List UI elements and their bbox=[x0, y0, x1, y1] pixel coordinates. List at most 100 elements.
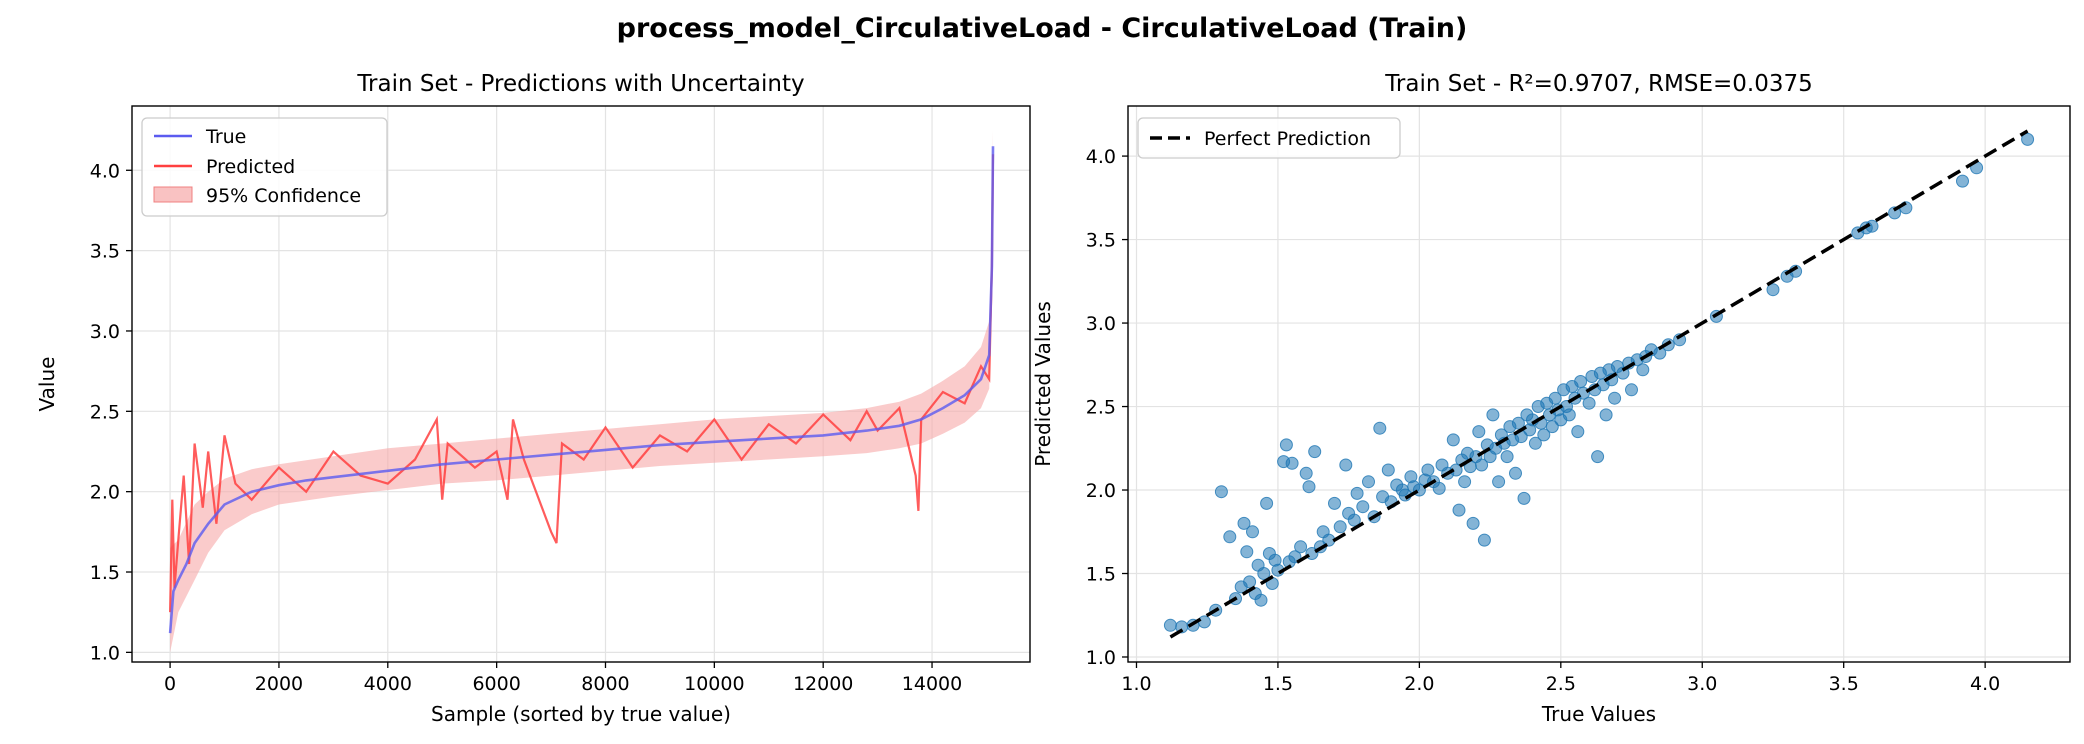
x-tick-label: 10000 bbox=[684, 673, 744, 695]
x-tick-label: 2000 bbox=[255, 673, 303, 695]
scatter-point bbox=[1458, 475, 1472, 489]
scatter-point bbox=[1477, 533, 1491, 547]
figure-title: process_model_CirculativeLoad - Circulat… bbox=[617, 13, 1468, 44]
plot-area bbox=[168, 130, 995, 653]
scatter-point bbox=[1472, 425, 1486, 439]
y-tick-label: 1.0 bbox=[1086, 647, 1116, 669]
axes-frame bbox=[131, 105, 1031, 663]
scatter-point bbox=[1616, 366, 1630, 380]
subplot-title: Train Set - Predictions with Uncertainty bbox=[356, 71, 804, 97]
scatter-point bbox=[1347, 513, 1361, 527]
scatter-point bbox=[1636, 363, 1650, 377]
scatter-point bbox=[1766, 283, 1780, 297]
scatter-point bbox=[2021, 132, 2035, 146]
scatter-point bbox=[1500, 450, 1514, 464]
legend-label-confidence: 95% Confidence bbox=[206, 185, 361, 207]
perfect-prediction-line bbox=[1169, 129, 2029, 639]
scatter-point bbox=[1475, 458, 1489, 472]
y-tick-label: 1.5 bbox=[90, 562, 120, 584]
x-tick-label: 6000 bbox=[472, 673, 520, 695]
x-tick-label: 3.5 bbox=[1829, 673, 1859, 695]
y-tick-label: 1.5 bbox=[1086, 564, 1116, 586]
scatter-point bbox=[1452, 503, 1466, 517]
legend: True Predicted 95% Confidence bbox=[141, 117, 388, 217]
y-tick-label: 2.5 bbox=[90, 401, 120, 423]
scatter-point bbox=[1285, 456, 1299, 470]
subplot-title: Train Set - R²=0.9707, RMSE=0.0375 bbox=[1384, 71, 1812, 97]
scatter-point bbox=[1214, 485, 1228, 499]
scatter-point bbox=[1302, 480, 1316, 494]
x-tick-label: 4.0 bbox=[1970, 673, 2000, 695]
scatter-point bbox=[1350, 486, 1364, 500]
y-tick-label: 3.0 bbox=[90, 321, 120, 343]
scatter-point bbox=[1571, 425, 1585, 439]
scatter-point bbox=[1197, 615, 1211, 629]
scatter-point bbox=[1466, 516, 1480, 530]
x-tick-label: 0 bbox=[164, 673, 176, 695]
scatter-point bbox=[1339, 458, 1353, 472]
scatter-point bbox=[1381, 463, 1395, 477]
scatter-point bbox=[1599, 408, 1613, 422]
plot-area bbox=[1163, 129, 2035, 639]
scatter-point bbox=[1243, 575, 1257, 589]
y-tick-label: 3.5 bbox=[90, 241, 120, 263]
scatter-point bbox=[1299, 466, 1313, 480]
scatter-point bbox=[1373, 421, 1387, 435]
y-tick-label: 2.0 bbox=[1086, 480, 1116, 502]
scatter-point bbox=[1246, 525, 1259, 539]
scatter-point bbox=[1511, 416, 1525, 430]
scatter-point bbox=[1517, 491, 1531, 505]
x-tick-label: 4000 bbox=[364, 673, 412, 695]
legend-box bbox=[141, 117, 388, 217]
scatter-point bbox=[1294, 540, 1308, 554]
axes-frame bbox=[1127, 105, 2071, 663]
x-tick-label: 2.5 bbox=[1546, 673, 1576, 695]
scatter-point bbox=[1582, 396, 1596, 410]
scatter-point bbox=[1163, 618, 1177, 632]
scatter-point bbox=[1421, 463, 1435, 477]
scatter-point bbox=[1562, 408, 1576, 422]
scatter-point bbox=[1888, 206, 1902, 220]
scatter-point bbox=[1486, 408, 1500, 422]
y-tick-label: 4.0 bbox=[1086, 146, 1116, 168]
y-tick-label: 3.0 bbox=[1086, 313, 1116, 335]
scatter-point bbox=[1625, 383, 1638, 397]
scatter-point bbox=[1308, 445, 1322, 459]
series-true-line bbox=[168, 146, 995, 634]
scatter-point bbox=[1492, 475, 1506, 489]
scatter-point bbox=[1509, 466, 1522, 480]
scatter-point bbox=[1260, 496, 1274, 510]
x-tick-label: 8000 bbox=[581, 673, 629, 695]
scatter-point bbox=[1545, 420, 1559, 434]
scatter-point bbox=[1608, 391, 1622, 405]
scatter-point bbox=[1537, 428, 1551, 442]
legend-label-true: True bbox=[205, 126, 246, 148]
scatter-point bbox=[1528, 436, 1542, 450]
y-tick-label: 3.5 bbox=[1086, 230, 1116, 252]
scatter-point bbox=[1574, 375, 1588, 388]
chart-panel-1: 0 2000 4000 6000 8000 10000 12000 14000 1.0 1.5 2.… bbox=[35, 71, 1031, 726]
scatter-point bbox=[1237, 516, 1251, 530]
legend-swatch-confidence bbox=[153, 186, 193, 203]
series-predicted-line bbox=[169, 154, 995, 613]
legend: Perfect Prediction bbox=[1137, 117, 1401, 159]
scatter-point bbox=[1591, 450, 1605, 464]
y-tick-label: 4.0 bbox=[90, 160, 120, 182]
y-axis-label: Value bbox=[35, 357, 59, 412]
y-tick-label: 2.0 bbox=[90, 482, 120, 504]
legend-box bbox=[1137, 117, 1401, 159]
legend-label-predicted: Predicted bbox=[206, 156, 295, 178]
y-tick-label: 2.5 bbox=[1086, 397, 1116, 419]
x-axis-label: True Values bbox=[1541, 702, 1656, 726]
scatter-point bbox=[1257, 567, 1271, 580]
x-tick-label: 1.5 bbox=[1263, 673, 1293, 695]
scatter-point bbox=[1362, 475, 1375, 489]
scatter-point bbox=[1432, 481, 1446, 495]
chart-panel-2: 1.0 1.5 2.0 2.5 3.0 3.5 4.0 1.0 1.5 2.0 2.5 3.0 3.5 4… bbox=[1031, 71, 2071, 726]
y-axis-label: Predicted Values bbox=[1031, 301, 1055, 467]
x-tick-label: 2.0 bbox=[1404, 673, 1434, 695]
x-tick-label: 3.0 bbox=[1687, 673, 1717, 695]
x-tick-label: 1.0 bbox=[1121, 673, 1151, 695]
x-tick-label: 14000 bbox=[902, 673, 962, 695]
